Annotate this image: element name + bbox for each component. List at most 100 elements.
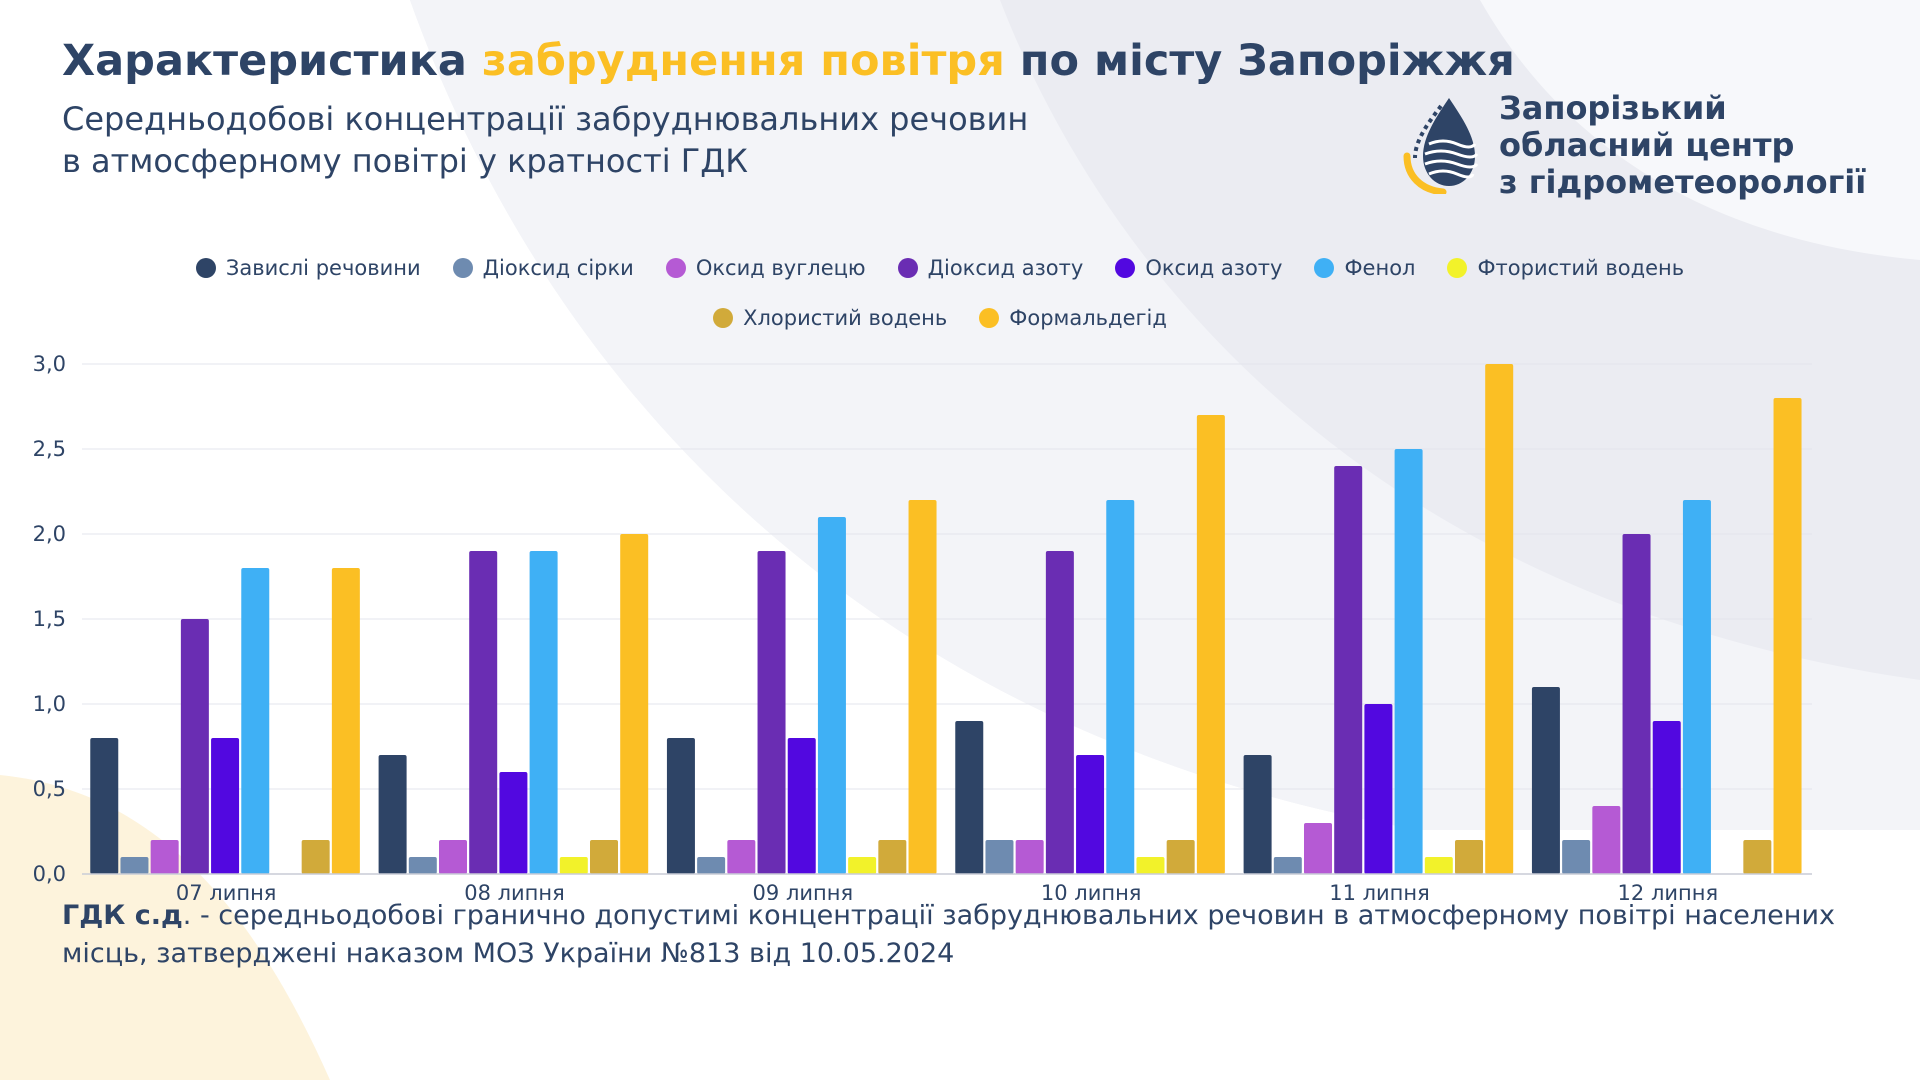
- legend-label: Діоксид сірки: [482, 256, 634, 280]
- bar: [1622, 534, 1651, 874]
- logo-line-1: Запорізький: [1499, 89, 1727, 127]
- title-part-1: Характеристика: [62, 36, 482, 86]
- legend-item: Формальдегід: [979, 304, 1167, 332]
- y-tick-label: 3,0: [33, 352, 66, 376]
- legend-marker-icon: [665, 258, 686, 278]
- bar: [529, 551, 558, 874]
- legend-marker-icon: [452, 258, 473, 278]
- chart-legend: Завислі речовини Діоксид сірки Оксид вугле…: [120, 254, 1760, 332]
- y-tick-label: 1,5: [33, 607, 66, 631]
- bar: [1531, 687, 1560, 874]
- subtitle-line-1: Середньодобові концентрації забруднюваль…: [62, 100, 1029, 138]
- bar: [620, 534, 649, 874]
- bar: [817, 517, 846, 874]
- bar: [90, 738, 119, 874]
- bar: [955, 721, 984, 874]
- legend-label: Фтористий водень: [1477, 256, 1685, 280]
- legend-item: Діоксид азоту: [897, 254, 1083, 282]
- subtitle-line-2: в атмосферному повітрі у кратності ГДК: [62, 142, 748, 180]
- bar-chart: 0,0 0,5 1,0 1,5 2,0 2,5 3,0 07 липня 08 липня 09 …: [33, 352, 1812, 900]
- legend-label: Завислі речовини: [225, 256, 421, 280]
- bar: [241, 568, 270, 874]
- bar: [120, 857, 149, 874]
- bar: [1015, 840, 1044, 874]
- bar: [1106, 500, 1135, 874]
- title-part-2: по місту Запоріжжя: [1004, 36, 1515, 86]
- bar: [1652, 721, 1681, 874]
- legend-item: Оксид азоту: [1115, 254, 1282, 282]
- bar: [1076, 755, 1105, 874]
- bar: [331, 568, 360, 874]
- legend-marker-icon: [979, 308, 1000, 328]
- y-tick-label: 1,0: [33, 692, 66, 716]
- x-tick-label: 07 липня: [176, 881, 277, 900]
- bar: [1592, 806, 1621, 874]
- legend-item: Оксид вуглецю: [665, 254, 866, 282]
- bar: [1136, 857, 1165, 874]
- legend-label: Формальдегід: [1009, 306, 1167, 330]
- bar: [985, 840, 1014, 874]
- legend-label: Оксид вуглецю: [695, 256, 866, 280]
- x-tick-label: 08 липня: [464, 881, 565, 900]
- bar: [757, 551, 786, 874]
- logo-text: Запорізький обласний центр з гідрометеор…: [1499, 90, 1866, 201]
- y-tick-label: 2,5: [33, 437, 66, 461]
- legend-marker-icon: [195, 258, 216, 278]
- legend-marker-icon: [897, 258, 918, 278]
- bar: [1166, 840, 1195, 874]
- legend-item: Діоксид сірки: [452, 254, 634, 282]
- logo-line-2: обласний центр: [1499, 126, 1795, 164]
- bar: [559, 857, 588, 874]
- legend-marker-icon: [1115, 258, 1136, 278]
- bar: [180, 619, 209, 874]
- bar: [211, 738, 240, 874]
- bar: [1455, 840, 1483, 874]
- bar: [1304, 823, 1332, 874]
- bar: [1394, 449, 1423, 874]
- legend-label: Фенол: [1344, 256, 1416, 280]
- footnote: ГДК с.д. - середньодобові гранично допус…: [62, 897, 1842, 973]
- legend-item: Завислі речовини: [195, 254, 421, 282]
- legend-marker-icon: [713, 308, 734, 328]
- bar: [1196, 415, 1225, 874]
- x-tick-label: 11 липня: [1329, 881, 1430, 900]
- legend-marker-icon: [1447, 258, 1468, 278]
- legend-item: Фтористий водень: [1447, 254, 1684, 282]
- bar: [1424, 857, 1453, 874]
- water-drop-logo-icon: [1403, 98, 1479, 194]
- bar: [378, 755, 407, 874]
- x-tick-label: 12 липня: [1618, 881, 1719, 900]
- bar: [666, 738, 695, 874]
- bar: [1045, 551, 1074, 874]
- bar: [1773, 398, 1802, 874]
- bar: [150, 840, 179, 874]
- bar: [408, 857, 437, 874]
- title-highlight: забруднення повітря: [481, 36, 1005, 86]
- bar: [697, 857, 726, 874]
- y-tick-label: 0,0: [33, 862, 66, 886]
- bar: [727, 840, 756, 874]
- bar: [908, 500, 937, 874]
- bar: [469, 551, 498, 874]
- bar: [848, 857, 877, 874]
- x-tick-label: 09 липня: [753, 881, 854, 900]
- bar: [1243, 755, 1272, 874]
- page-subtitle: Середньодобові концентрації забруднюваль…: [62, 98, 1212, 182]
- bar: [1364, 704, 1393, 874]
- legend-item: Фенол: [1314, 254, 1415, 282]
- logo-line-3: з гідрометеорології: [1499, 163, 1867, 201]
- footnote-text: . - середньодобові гранично допустимі ко…: [62, 900, 1835, 969]
- legend-marker-icon: [1314, 258, 1335, 278]
- bar: [1273, 857, 1302, 874]
- y-tick-label: 0,5: [33, 777, 66, 801]
- bar: [878, 840, 907, 874]
- bar: [1485, 364, 1514, 874]
- bar: [439, 840, 467, 874]
- page-title: Характеристика забруднення повітря по мі…: [62, 36, 1515, 86]
- bar: [1743, 840, 1772, 874]
- bar: [590, 840, 618, 874]
- legend-item: Хлористий водень: [713, 304, 947, 332]
- bar: [1334, 466, 1363, 874]
- bar: [787, 738, 816, 874]
